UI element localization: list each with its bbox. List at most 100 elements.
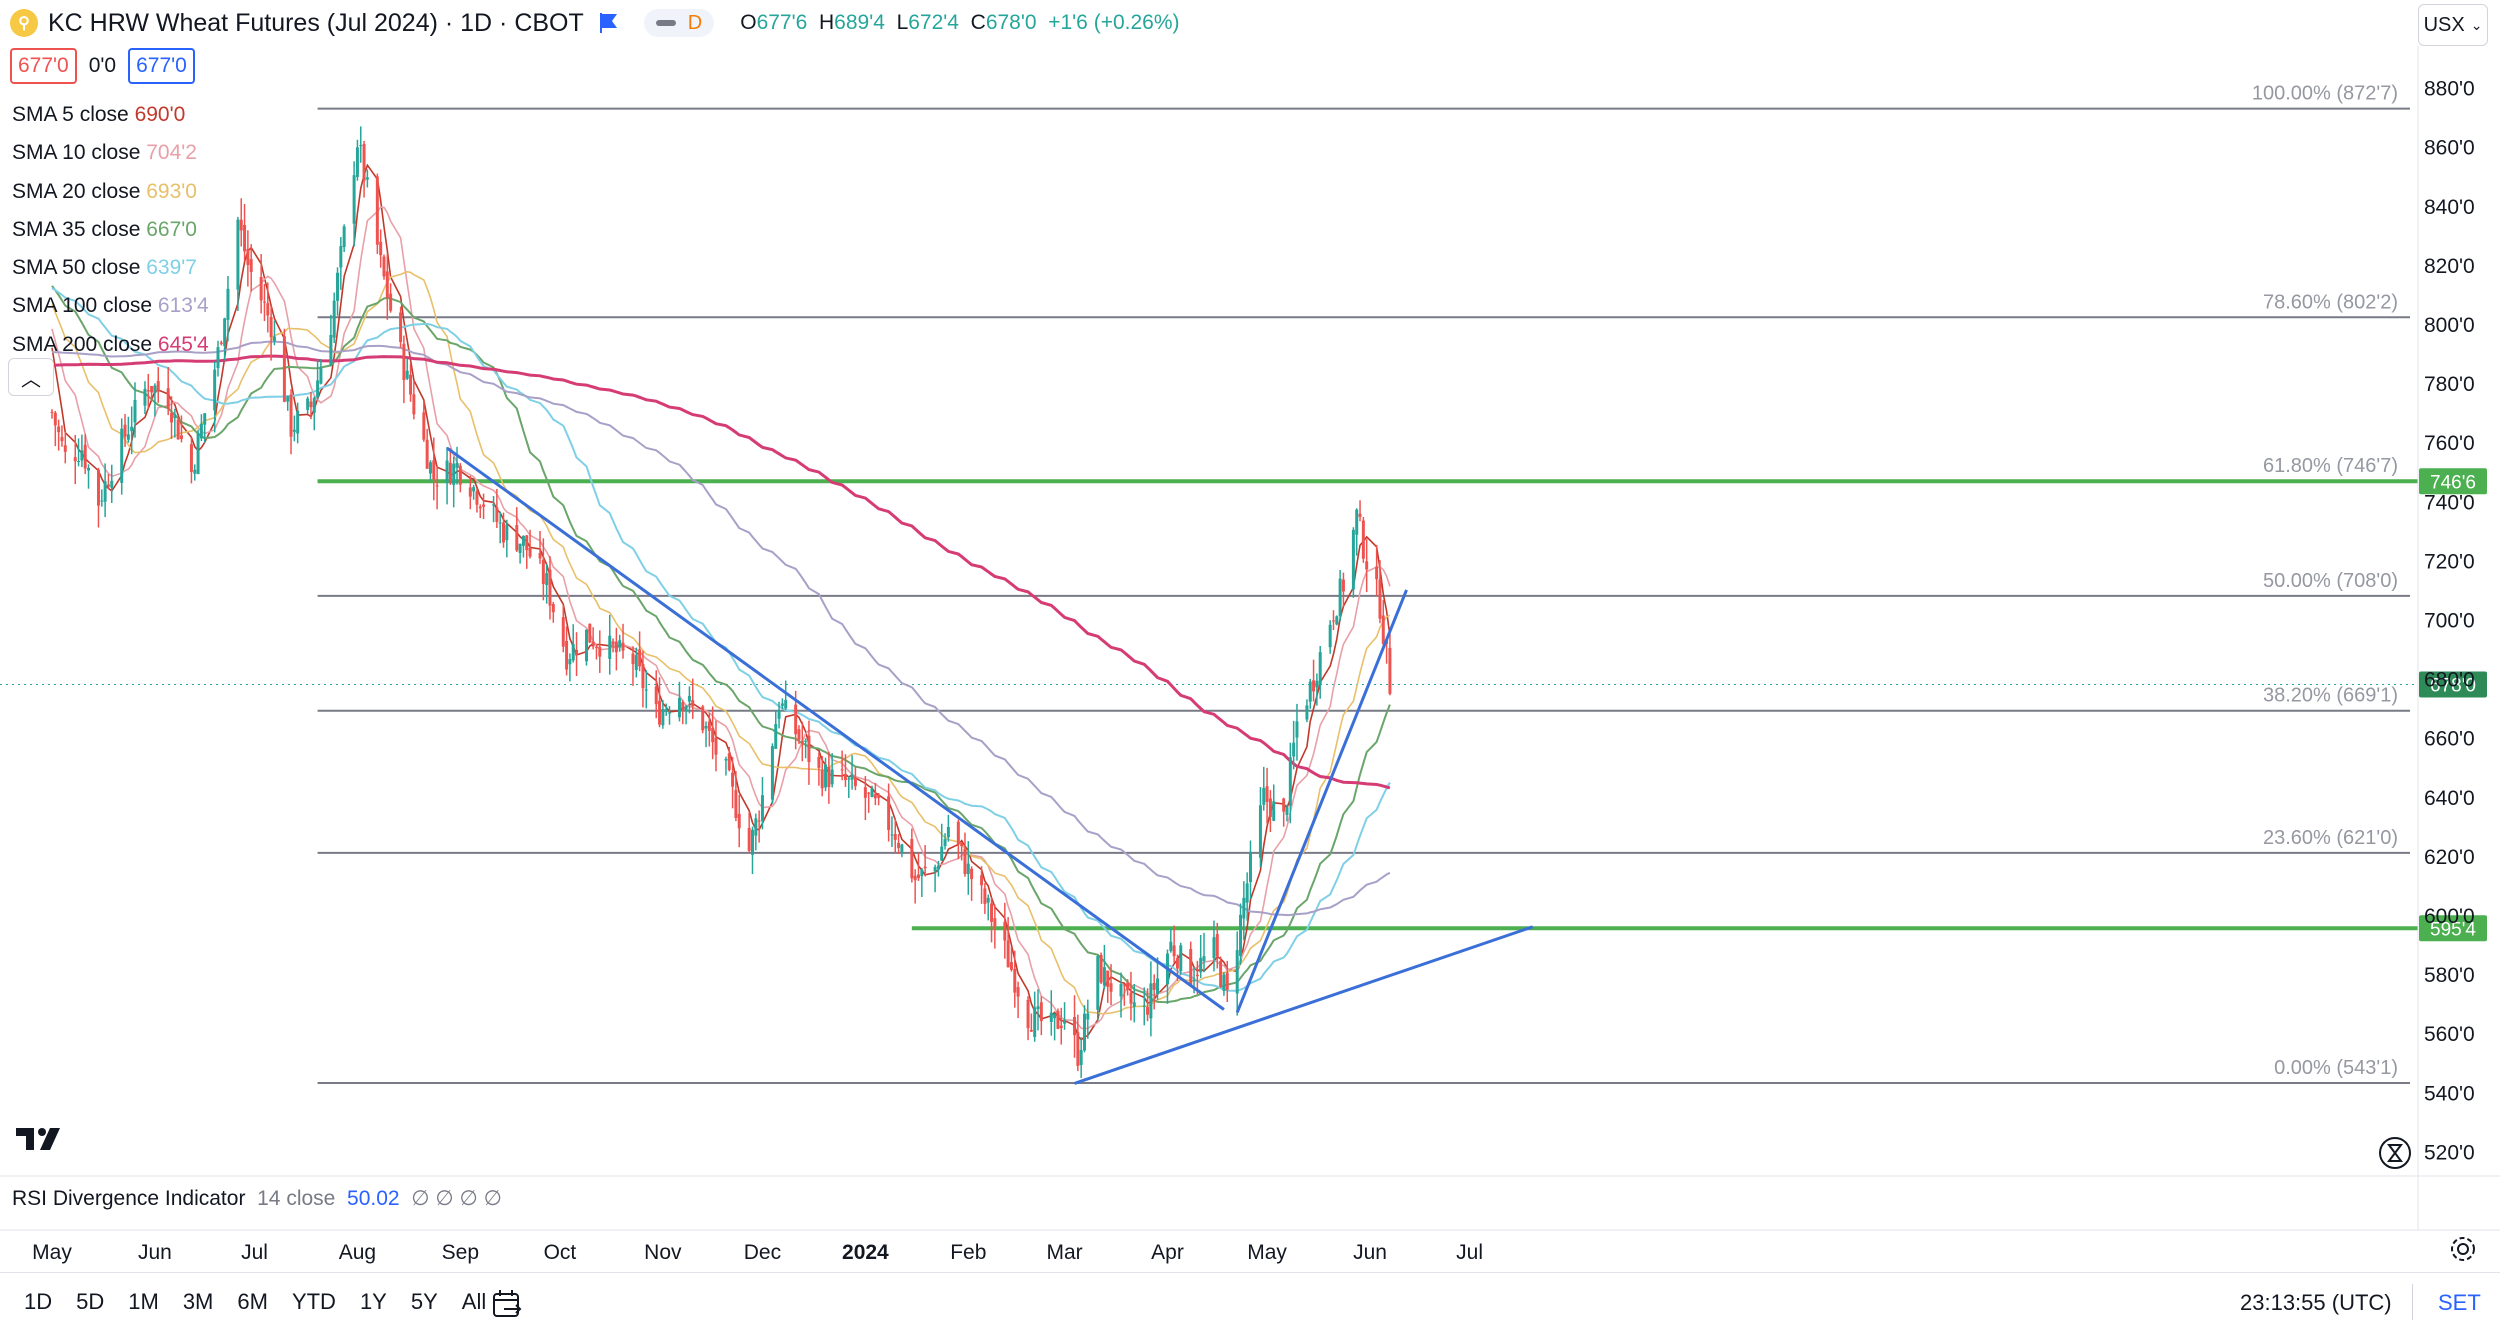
indicator-legend: SMA 5 close 690'0 SMA 10 close 704'2 SMA 2… [12, 96, 209, 364]
symbol-title[interactable]: KC HRW Wheat Futures (Jul 2024) · 1D · C… [48, 8, 584, 37]
candle-body [1063, 1019, 1067, 1024]
fib-level-label: 61.80% (746'7) [2263, 455, 2398, 477]
sma-legend-row[interactable]: SMA 5 close 690'0 [12, 96, 209, 134]
candle-body [1126, 982, 1130, 990]
collapse-legend-button[interactable]: ︿ [8, 358, 54, 396]
candle-body [824, 764, 828, 788]
candle-body [1351, 529, 1355, 590]
candle-body [1119, 984, 1123, 997]
candle-body [518, 543, 522, 553]
sma-legend-row[interactable]: SMA 35 close 667'0 [12, 211, 209, 249]
ohlc-readout: O677'6 H689'4 L672'4 C678'0 +1'6 (+0.26%… [740, 11, 1180, 34]
sma-legend-label: SMA 20 close [12, 179, 147, 203]
candle-body [452, 463, 456, 485]
range-button-1y[interactable]: 1Y [359, 1289, 387, 1314]
candle-body [784, 700, 788, 709]
candle-body [677, 698, 681, 718]
candle-body [80, 450, 84, 461]
candle-body [1258, 805, 1262, 858]
candle-body [1248, 851, 1252, 883]
candle-body [890, 834, 894, 836]
currency-selector[interactable]: USX ⌄ [2418, 4, 2488, 46]
price-tag-label: 595'4 [2430, 919, 2476, 940]
candle-body [1003, 921, 1007, 941]
candle-body [774, 724, 778, 749]
candle-body [853, 777, 857, 787]
gear-icon[interactable] [2448, 1234, 2478, 1264]
candle-body [591, 641, 595, 647]
candle-body [714, 737, 718, 755]
candle-body [747, 827, 751, 851]
candle-body [173, 414, 177, 419]
symbol-logo-icon[interactable]: ⚲ [10, 9, 38, 37]
candle-body [1053, 1013, 1057, 1019]
range-button-3m[interactable]: 3M [182, 1289, 214, 1314]
sma-legend-row[interactable]: SMA 200 close 645'4 [12, 326, 209, 364]
trendline [1235, 589, 1408, 1014]
candle-body [734, 790, 738, 818]
range-button-5d[interactable]: 5D [76, 1289, 105, 1314]
candle-body [1308, 681, 1312, 702]
range-button-all[interactable]: All [461, 1289, 487, 1314]
candle-body [120, 428, 124, 483]
candle-body [1358, 513, 1362, 517]
y-tick-label: 580'0 [2424, 964, 2475, 987]
y-tick-label: 680'0 [2424, 669, 2475, 692]
candle-body [50, 411, 54, 413]
candle-body [575, 649, 579, 656]
sma-legend-row[interactable]: SMA 50 close 639'7 [12, 249, 209, 287]
sma-legend-label: SMA 200 close [12, 332, 158, 356]
calendar-range-icon[interactable] [490, 1287, 524, 1321]
sma-legend-row[interactable]: SMA 100 close 613'4 [12, 287, 209, 325]
candle-body [528, 547, 532, 557]
candle-body [1132, 1002, 1136, 1007]
candle-body [618, 640, 622, 648]
range-button-1d[interactable]: 1D [24, 1289, 53, 1314]
candle-body [870, 788, 874, 797]
candle-body [1049, 1012, 1053, 1022]
sma-legend-row[interactable]: SMA 10 close 704'2 [12, 134, 209, 172]
sell-price-button[interactable]: 677'0 [10, 48, 77, 84]
candle-body [1102, 967, 1106, 986]
candle-body [588, 623, 592, 643]
candle-body [867, 792, 871, 794]
candle-body [1016, 987, 1020, 997]
candle-body [150, 386, 154, 393]
candle-body [193, 469, 197, 474]
candle-body [296, 410, 300, 434]
range-button-1m[interactable]: 1M [128, 1289, 159, 1314]
candle-body [166, 388, 170, 409]
candle-body [684, 706, 688, 711]
y-tick-label: 540'0 [2424, 1082, 2475, 1105]
session-button[interactable]: SET [2438, 1290, 2481, 1315]
candle-body [1199, 957, 1203, 973]
range-button-6m[interactable]: 6M [237, 1289, 268, 1314]
hourglass-icon[interactable] [2378, 1136, 2412, 1170]
flag-icon[interactable] [599, 13, 618, 33]
candle-body [1036, 1006, 1040, 1009]
candle-body [654, 686, 658, 705]
candle-body [1288, 757, 1292, 806]
candle-body [389, 293, 393, 311]
sma-legend-label: SMA 35 close [12, 217, 147, 241]
range-button-ytd[interactable]: YTD [291, 1289, 336, 1314]
candle-body [1355, 509, 1359, 535]
candle-body [306, 398, 310, 410]
candle-body [1172, 945, 1176, 957]
candle-body [983, 888, 987, 904]
range-button-5y[interactable]: 5Y [410, 1289, 438, 1314]
trendline [1074, 925, 1534, 1085]
candle-body [707, 721, 711, 731]
candle-body [777, 710, 781, 719]
utc-clock[interactable]: 23:13:55 (UTC) [2240, 1290, 2392, 1315]
candle-body [724, 758, 728, 761]
buy-price-button[interactable]: 677'0 [128, 48, 195, 84]
candle-body [196, 433, 200, 475]
sma-legend-row[interactable]: SMA 20 close 693'0 [12, 173, 209, 211]
candle-body [223, 318, 227, 347]
tradingview-logo-icon[interactable] [16, 1124, 66, 1154]
candle-body [336, 272, 340, 301]
candle-body [990, 903, 994, 922]
indicator-status-pill[interactable]: D [643, 9, 715, 37]
